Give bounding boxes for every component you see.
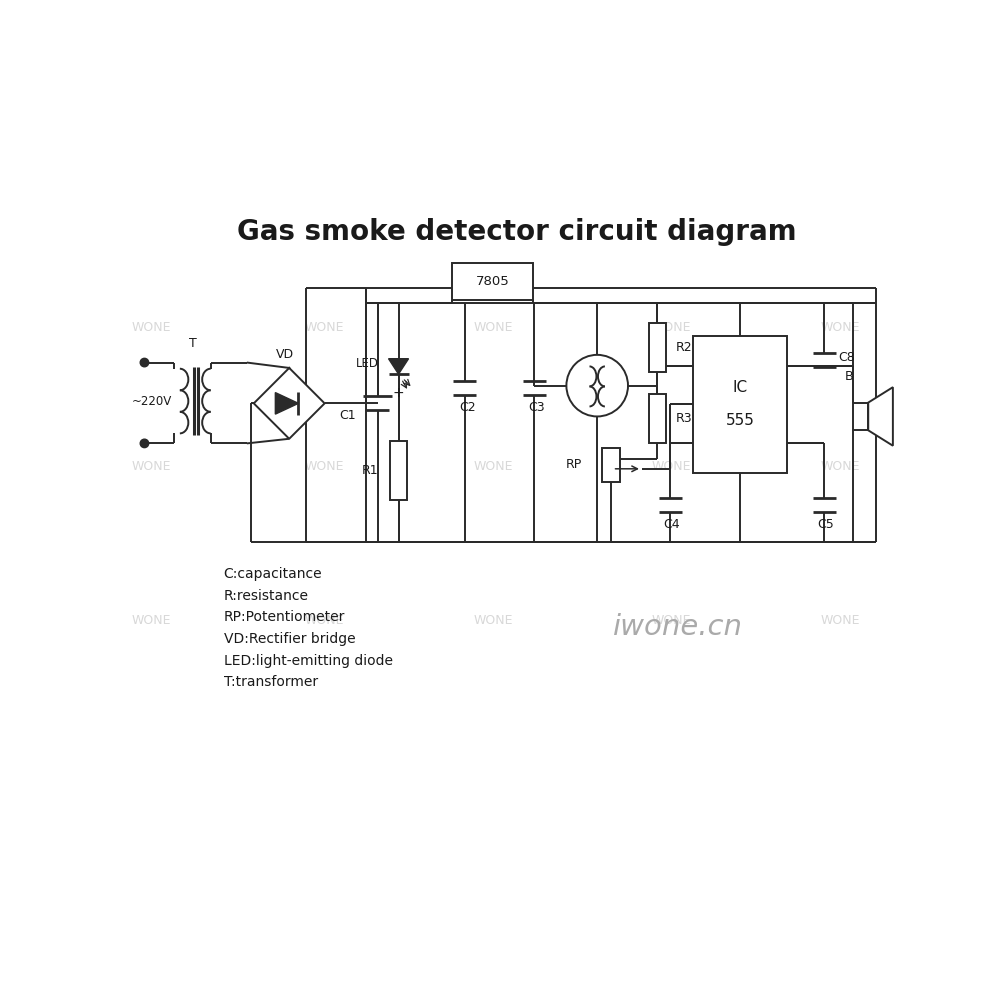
Bar (649, 323, 666, 372)
Text: VD: VD (276, 348, 294, 361)
Text: WONE: WONE (820, 460, 860, 473)
Text: R3: R3 (676, 412, 692, 425)
Polygon shape (275, 393, 298, 414)
Polygon shape (389, 359, 409, 374)
Bar (693, 336, 787, 473)
Text: WONE: WONE (305, 614, 344, 627)
Text: C:capacitance: C:capacitance (224, 567, 322, 581)
Text: WONE: WONE (474, 614, 514, 627)
Text: R2: R2 (676, 341, 692, 354)
Text: C3: C3 (528, 401, 545, 414)
Text: WONE: WONE (651, 460, 691, 473)
Circle shape (140, 358, 149, 367)
Text: WONE: WONE (305, 321, 344, 334)
Text: C2: C2 (459, 401, 475, 414)
Text: 555: 555 (726, 413, 755, 428)
Text: B: B (845, 370, 853, 383)
Text: WONE: WONE (820, 321, 860, 334)
Bar (602, 448, 620, 482)
Bar (390, 441, 407, 500)
Text: WONE: WONE (131, 460, 171, 473)
Text: iwone.cn: iwone.cn (613, 613, 743, 641)
Text: WONE: WONE (474, 460, 514, 473)
Text: WONE: WONE (474, 321, 514, 334)
Text: Gas smoke detector circuit diagram: Gas smoke detector circuit diagram (237, 218, 796, 246)
Text: R:resistance: R:resistance (224, 589, 309, 603)
Polygon shape (254, 368, 325, 439)
Text: +: + (393, 386, 404, 400)
Text: C4: C4 (664, 518, 680, 531)
Text: WONE: WONE (305, 460, 344, 473)
Text: VD:Rectifier bridge: VD:Rectifier bridge (224, 632, 355, 646)
Circle shape (566, 355, 628, 416)
Text: IC: IC (733, 380, 748, 395)
Text: LED:light-emitting diode: LED:light-emitting diode (224, 654, 393, 668)
Text: T: T (189, 337, 197, 350)
Text: 7805: 7805 (476, 275, 510, 288)
Text: RP:Potentiometer: RP:Potentiometer (224, 610, 345, 624)
Bar (853, 403, 868, 430)
Text: C1: C1 (340, 409, 356, 422)
Text: WONE: WONE (820, 614, 860, 627)
Text: WONE: WONE (131, 321, 171, 334)
Text: T:transformer: T:transformer (224, 675, 318, 689)
Text: RP: RP (566, 458, 582, 471)
Circle shape (140, 439, 149, 448)
Bar (649, 394, 666, 443)
Text: WONE: WONE (131, 614, 171, 627)
Text: ~220V: ~220V (131, 395, 172, 408)
Bar (452, 263, 533, 300)
Text: WONE: WONE (651, 321, 691, 334)
Text: C8: C8 (838, 351, 855, 364)
Text: R1: R1 (362, 464, 379, 477)
Text: LED: LED (356, 357, 379, 370)
Polygon shape (868, 387, 893, 446)
Text: WONE: WONE (651, 614, 691, 627)
Text: C5: C5 (818, 518, 834, 531)
